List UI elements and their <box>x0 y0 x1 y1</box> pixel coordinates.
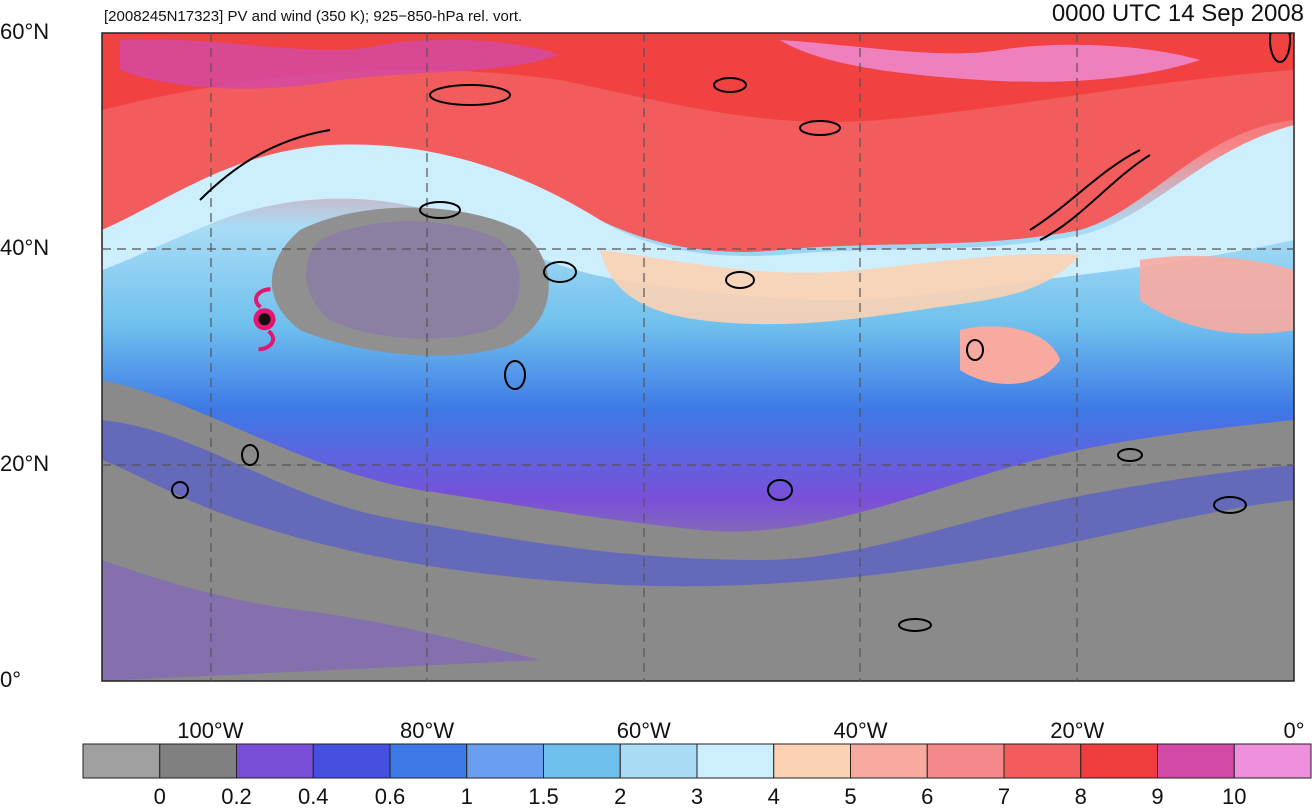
lon-label: 100°W <box>177 718 244 743</box>
vorticity-contours <box>171 33 1291 632</box>
lat-label: 60°N <box>0 19 50 44</box>
colorbar-label: 3 <box>690 784 704 809</box>
colorbar-label: 0.6 <box>374 784 406 809</box>
lon-label: 20°W <box>1050 718 1105 743</box>
colorbar-label: 5 <box>844 784 857 809</box>
lat-label: 20°N <box>0 451 50 476</box>
colorbar-swatch <box>1003 743 1082 779</box>
colorbar-swatch <box>312 743 391 779</box>
valid-time: 0000 UTC 14 Sep 2008 <box>1051 0 1304 27</box>
colorbar-label: 0.2 <box>221 784 252 809</box>
colorbar-label: 6 <box>921 784 934 809</box>
map-frame <box>101 32 1295 682</box>
lat-label: 0° <box>0 667 22 692</box>
colorbar-label: 0 <box>153 784 166 809</box>
colorbar-label: 4 <box>767 784 780 809</box>
colorbar-label: 9 <box>1151 784 1164 809</box>
colorbar-swatch <box>1080 743 1158 779</box>
colorbar-label: 1 <box>460 784 473 809</box>
colorbar-swatch <box>773 743 851 779</box>
colorbar-swatch <box>543 743 621 779</box>
colorbar-swatch <box>1157 743 1235 779</box>
colorbar-swatch <box>696 743 775 779</box>
colorbar-swatch <box>236 743 314 779</box>
colorbar-label: 1.5 <box>528 784 559 809</box>
colorbar-label: 0.4 <box>297 784 329 809</box>
lon-label: 0° <box>1283 718 1305 743</box>
pv-field <box>102 33 1294 681</box>
colorbar-swatch <box>389 743 468 779</box>
lon-label: 80°W <box>400 718 455 743</box>
lon-label: 60°W <box>616 718 671 743</box>
colorbar-swatch <box>1233 743 1312 779</box>
lat-label: 40°N <box>0 235 50 260</box>
colorbar-swatch <box>926 743 1005 779</box>
colorbar-swatch <box>619 743 698 779</box>
colorbar <box>82 743 1312 779</box>
colorbar-swatch <box>850 743 928 779</box>
lon-label: 40°W <box>833 718 888 743</box>
map-title: [2008245N17323] PV and wind (350 K); 925… <box>104 8 523 25</box>
colorbar-label: 8 <box>1074 784 1087 809</box>
colorbar-swatch <box>466 743 544 779</box>
colorbar-label: 10 <box>1222 784 1247 809</box>
tropical-cyclone-icon <box>253 287 276 352</box>
colorbar-label: 7 <box>997 784 1011 809</box>
colorbar-swatch <box>82 743 161 779</box>
colorbar-swatch <box>159 743 237 779</box>
colorbar-label: 2 <box>614 784 627 809</box>
